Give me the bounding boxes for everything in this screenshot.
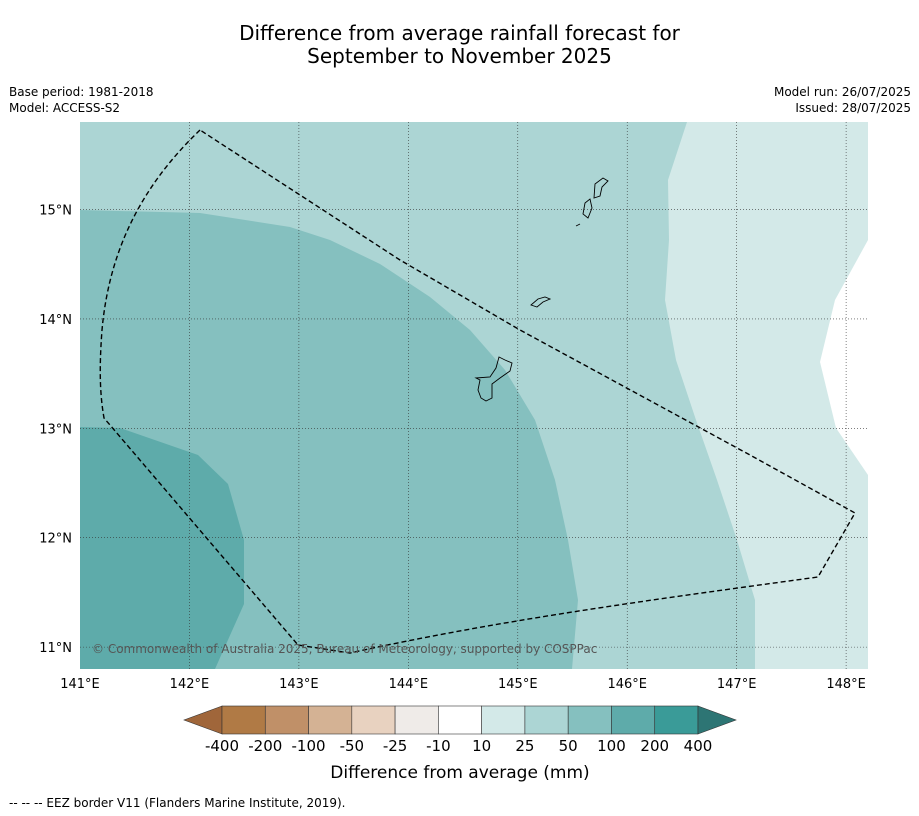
island-saipan: [593, 177, 609, 199]
rainfall-map: © Commonwealth of Australia 2025, Bureau…: [80, 122, 868, 669]
colorbar-tick-label: -200: [248, 737, 282, 755]
colorbar-tick-label: 400: [684, 737, 713, 755]
colorbar-segment: [481, 705, 526, 735]
colorbar-segment: [308, 705, 353, 735]
colorbar-tick-label: 200: [640, 737, 669, 755]
latitude-tick-label: 11°N: [39, 641, 72, 656]
colorbar-segment: [221, 705, 266, 735]
colorbar-segment: [394, 705, 439, 735]
colorbar-segment: [654, 705, 699, 735]
colorbar-tick-label: 10: [472, 737, 491, 755]
model-name: Model: ACCESS-S2: [9, 101, 121, 115]
latitude-tick-label: 14°N: [39, 313, 72, 328]
graticule: [80, 122, 868, 669]
issued-date: Issued: 28/07/2025: [795, 101, 911, 115]
colorbar-tick-label: 100: [597, 737, 626, 755]
colorbar-tick-label: -100: [292, 737, 326, 755]
map-title: Difference from average rainfall forecas…: [0, 22, 919, 68]
meta-left: Base period: 1981-2018 Model: ACCESS-S2: [9, 84, 154, 116]
islands: [474, 177, 609, 402]
eez-border: [99, 129, 856, 654]
island-rota: [530, 296, 552, 308]
colorbar-segment: [351, 705, 396, 735]
longitude-tick-label: 142°E: [170, 677, 210, 692]
colorbar-tick-label: -25: [383, 737, 408, 755]
island-guam: [474, 356, 513, 402]
colorbar-tick-label: 25: [515, 737, 534, 755]
latitude-tick-label: 15°N: [39, 204, 72, 219]
longitude-tick-label: 145°E: [498, 677, 538, 692]
base-period: Base period: 1981-2018: [9, 85, 154, 99]
latitude-labels: 15°N 14°N 13°N 12°N 11°N: [39, 204, 72, 657]
longitude-tick-label: 141°E: [60, 677, 100, 692]
footer-note: -- -- -- EEZ border V11 (Flanders Marine…: [9, 796, 346, 810]
meta-right: Model run: 26/07/2025 Issued: 28/07/2025: [774, 84, 911, 116]
model-run: Model run: 26/07/2025: [773, 85, 911, 99]
colorbar-segment: [567, 705, 612, 735]
colorbar-extend-low: [183, 705, 223, 735]
colorbar-label: Difference from average (mm): [330, 763, 589, 783]
colorbar-tick-label: -400: [205, 737, 239, 755]
longitude-tick-label: 146°E: [607, 677, 647, 692]
island-aguijan: [575, 223, 581, 227]
longitude-tick-label: 143°E: [279, 677, 319, 692]
colorbar-tick-label: -50: [340, 737, 365, 755]
longitude-tick-label: 144°E: [389, 677, 429, 692]
title-line-2: September to November 2025: [307, 44, 612, 68]
title-line-1: Difference from average rainfall forecas…: [239, 21, 680, 45]
longitude-tick-label: 147°E: [717, 677, 757, 692]
colorbar-segment: [264, 705, 309, 735]
longitude-labels: 141°E 142°E 143°E 144°E 145°E 146°E 147°E 148°E: [60, 677, 866, 692]
colorbar-tick-label: -10: [426, 737, 451, 755]
colorbar-segment: [611, 705, 656, 735]
colorbar-segment: [524, 705, 569, 735]
colorbar-segment: [438, 705, 482, 735]
colorbar-tick-label: 50: [559, 737, 578, 755]
latitude-tick-label: 12°N: [39, 532, 72, 547]
island-tinian: [582, 198, 593, 219]
copyright-notice: © Commonwealth of Australia 2025, Bureau…: [92, 642, 597, 656]
colorbar: -400 -200 -100 -50 -25 -10 10 25 50 100 200 400: [183, 705, 737, 755]
colorbar-extend-high: [697, 705, 737, 735]
latitude-tick-label: 13°N: [39, 422, 72, 437]
band-neutral: [820, 240, 868, 475]
longitude-tick-label: 148°E: [826, 677, 866, 692]
band-100-200: [80, 427, 244, 669]
